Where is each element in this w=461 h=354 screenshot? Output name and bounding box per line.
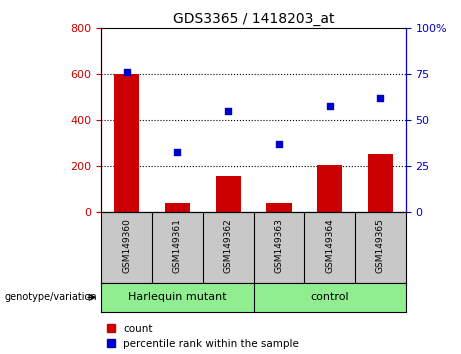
Point <box>275 142 283 147</box>
Text: Harlequin mutant: Harlequin mutant <box>128 292 227 302</box>
Bar <box>368 154 393 212</box>
Bar <box>266 203 291 212</box>
Bar <box>165 203 190 212</box>
Point <box>377 96 384 101</box>
Point <box>225 108 232 114</box>
Legend: count, percentile rank within the sample: count, percentile rank within the sample <box>106 324 299 349</box>
Text: genotype/variation: genotype/variation <box>5 292 97 302</box>
Bar <box>317 165 342 212</box>
Bar <box>114 74 140 212</box>
Title: GDS3365 / 1418203_at: GDS3365 / 1418203_at <box>173 12 334 26</box>
Text: GSM149364: GSM149364 <box>325 218 334 273</box>
Text: GSM149361: GSM149361 <box>173 218 182 273</box>
Point <box>123 70 130 75</box>
Text: GSM149362: GSM149362 <box>224 218 233 273</box>
Text: control: control <box>310 292 349 302</box>
Point <box>326 103 333 108</box>
Text: GSM149365: GSM149365 <box>376 218 385 273</box>
Point <box>174 149 181 154</box>
Text: GSM149360: GSM149360 <box>122 218 131 273</box>
Text: GSM149363: GSM149363 <box>274 218 284 273</box>
Bar <box>216 176 241 212</box>
